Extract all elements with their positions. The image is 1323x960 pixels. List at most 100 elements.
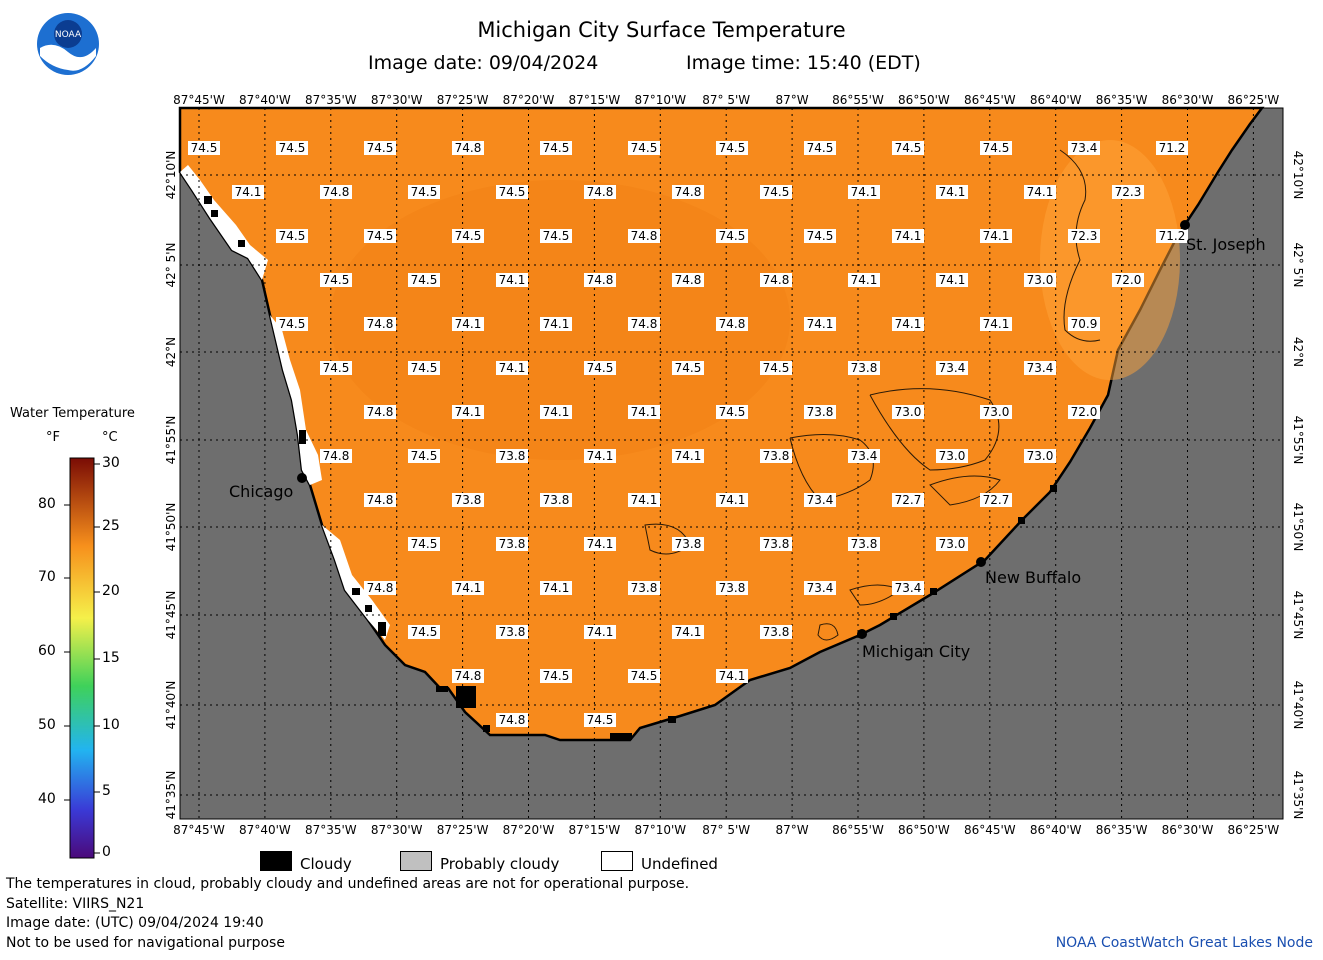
temperature-label-bg xyxy=(716,229,748,243)
temperature-label: 74.5 xyxy=(895,141,922,155)
longitude-label: 87°15'W xyxy=(569,823,621,837)
temperature-label: 73.0 xyxy=(939,449,966,463)
temperature-label: 74.1 xyxy=(631,493,658,507)
temperature-label: 73.4 xyxy=(807,493,834,507)
latitude-label: 41°40'N xyxy=(1291,681,1305,730)
temperature-label-bg xyxy=(452,229,484,243)
temperature-label-bg xyxy=(320,185,352,199)
temperature-label-bg xyxy=(980,141,1012,155)
temperature-label: 74.1 xyxy=(543,405,570,419)
temperature-label: 73.8 xyxy=(763,449,790,463)
temperature-label: 73.8 xyxy=(719,581,746,595)
latitude-label: 41°55'N xyxy=(164,416,178,465)
colorbar xyxy=(69,457,95,859)
latitude-label: 41°45'N xyxy=(164,591,178,640)
temperature-label: 73.0 xyxy=(1027,449,1054,463)
longitude-label: 86°55'W xyxy=(832,93,884,107)
temperature-label-bg xyxy=(1024,361,1056,375)
latitude-label: 41°35'N xyxy=(164,771,178,820)
temperature-label: 73.4 xyxy=(807,581,834,595)
temperature-label: 74.1 xyxy=(455,405,482,419)
temperature-label-bg xyxy=(804,229,836,243)
temperature-label-bg xyxy=(628,405,660,419)
temperature-label-bg xyxy=(672,537,704,551)
temperature-label-bg xyxy=(672,625,704,639)
longitude-label: 87°25'W xyxy=(437,93,489,107)
longitude-label: 86°40'W xyxy=(1030,93,1082,107)
temperature-label-bg xyxy=(584,625,616,639)
temperature-label-bg xyxy=(1112,273,1144,287)
temperature-label-bg xyxy=(540,405,572,419)
latitude-label: 41°35'N xyxy=(1291,771,1305,820)
temperature-label: 74.1 xyxy=(499,361,526,375)
chicago-marker xyxy=(297,473,307,483)
temperature-label: 74.8 xyxy=(455,669,482,683)
temperature-label: 74.1 xyxy=(719,669,746,683)
longitude-label: 87°40'W xyxy=(239,93,291,107)
temperature-label: 74.8 xyxy=(587,273,614,287)
footer-credit: NOAA CoastWatch Great Lakes Node xyxy=(1055,935,1313,951)
unit-celsius: °C xyxy=(102,430,118,445)
temperature-label: 72.7 xyxy=(983,493,1010,507)
temperature-label-bg xyxy=(496,713,528,727)
temperature-label: 73.8 xyxy=(763,537,790,551)
temperature-label-bg xyxy=(408,185,440,199)
unit-fahrenheit: °F xyxy=(46,430,60,445)
temperature-label: 73.4 xyxy=(939,361,966,375)
longitude-label: 87°40'W xyxy=(239,823,291,837)
temperature-label-bg xyxy=(496,185,528,199)
temperature-label-bg xyxy=(584,185,616,199)
temperature-label: 74.1 xyxy=(895,317,922,331)
map-frame xyxy=(179,107,1284,820)
map-title: Michigan City Surface Temperature xyxy=(477,18,846,42)
c-tick: 20 xyxy=(102,583,120,599)
temperature-label-bg xyxy=(672,449,704,463)
temperature-labels: 74.5 74.5 74.5 74.8 74.5 74.5 74.5 74.5 74.5 74.5… xyxy=(188,141,1188,727)
longitude-label: 86°30'W xyxy=(1162,93,1214,107)
temperature-label: 73.8 xyxy=(631,581,658,595)
temperature-label: 74.8 xyxy=(631,229,658,243)
temperature-label: 73.8 xyxy=(499,537,526,551)
temperature-label-bg xyxy=(628,229,660,243)
cloudy-key-label: Cloudy xyxy=(300,855,352,873)
temperature-label-bg xyxy=(892,317,924,331)
temperature-label-bg xyxy=(1024,273,1056,287)
longitude-label: 87°15'W xyxy=(569,93,621,107)
c-tick: 10 xyxy=(102,717,120,733)
temperature-label: 74.1 xyxy=(455,581,482,595)
longitude-labels-bottom: 87°45'W 87°40'W 87°35'W 87°30'W 87°25'W 87°20… xyxy=(173,823,1279,837)
temperature-label-bg xyxy=(716,669,748,683)
temperature-label-bg xyxy=(496,449,528,463)
temperature-label: 74.5 xyxy=(455,229,482,243)
latitude-labels-right: 42°10'N 42° 5'N 42°N 41°55'N 41°50'N 41°45'N 4… xyxy=(1291,151,1305,820)
latitude-labels-left: 42°10'N 42° 5'N 42°N 41°55'N 41°50'N 41°45'N 4… xyxy=(164,151,178,820)
temperature-label: 72.0 xyxy=(1071,405,1098,419)
noaa-logo: NOAA xyxy=(37,13,99,75)
temperature-label: 74.5 xyxy=(411,537,438,551)
temperature-label-bg xyxy=(628,581,660,595)
temperature-label-bg xyxy=(716,405,748,419)
latitude-label: 42° 5'N xyxy=(1291,243,1305,288)
st-joseph-marker xyxy=(1180,220,1190,230)
temperature-label-bg xyxy=(540,493,572,507)
temperature-label: 74.5 xyxy=(719,141,746,155)
temperature-label: 74.8 xyxy=(455,141,482,155)
temperature-label-bg xyxy=(936,449,968,463)
temperature-label-bg xyxy=(452,669,484,683)
temperature-label: 74.1 xyxy=(1027,185,1054,199)
longitude-label: 86°35'W xyxy=(1096,93,1148,107)
temperature-label: 74.5 xyxy=(719,229,746,243)
longitude-label: 87°45'W xyxy=(173,823,225,837)
temperature-label-bg xyxy=(804,493,836,507)
temperature-label-bg xyxy=(1024,185,1056,199)
temperature-label: 74.1 xyxy=(543,317,570,331)
temperature-label-bg xyxy=(1068,229,1100,243)
temperature-label: 74.1 xyxy=(895,229,922,243)
temperature-label: 71.2 xyxy=(1159,229,1186,243)
temperature-label: 74.1 xyxy=(235,185,262,199)
footer-navigation-note: Not to be used for navigational purpose xyxy=(6,935,285,951)
longitude-label: 87°W xyxy=(776,93,809,107)
temperature-label-bg xyxy=(980,405,1012,419)
temperature-label-bg xyxy=(320,273,352,287)
place-markers xyxy=(297,220,1190,639)
